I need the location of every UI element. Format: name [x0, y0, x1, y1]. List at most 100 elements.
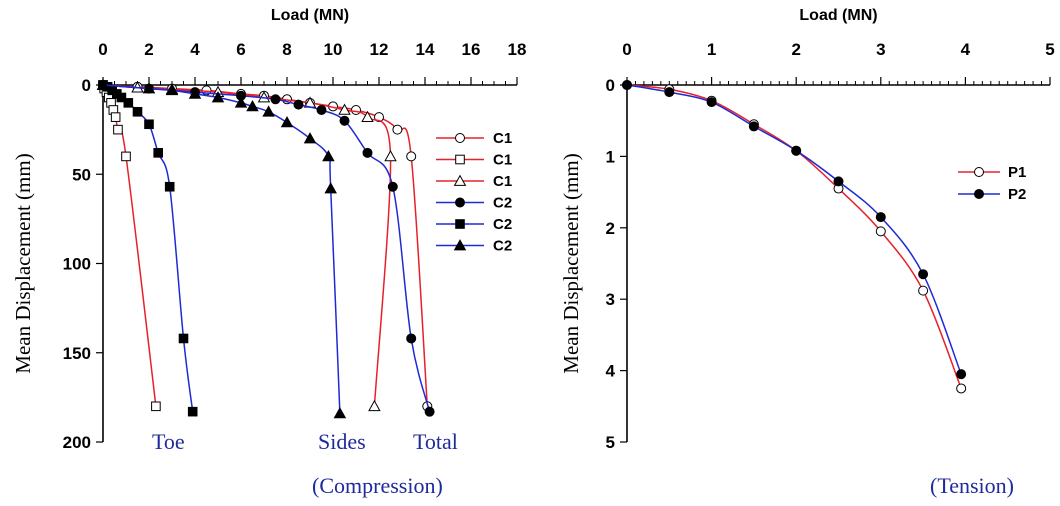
legend-entry: P2: [958, 186, 1026, 203]
legend-entry: P1: [958, 164, 1026, 181]
data-point: [178, 333, 189, 344]
x-tick-label: 0: [98, 40, 107, 59]
y-tick-label: 0: [82, 76, 91, 95]
data-point: [116, 92, 127, 103]
data-point: [622, 80, 632, 90]
data-point: [165, 83, 179, 96]
data-point: [142, 82, 156, 94]
x-tick-label: 0: [622, 40, 631, 59]
series-line: [102, 84, 341, 414]
data-point: [664, 87, 675, 98]
data-point: [123, 98, 134, 108]
x-tick-label: 12: [370, 40, 389, 59]
x-tick-label: 1: [707, 40, 716, 59]
series-line: [626, 84, 962, 375]
data-point: [748, 121, 759, 132]
y-tick-label: 50: [72, 165, 91, 184]
legend-marker: [455, 219, 465, 229]
x-axis-title: Load (MN): [799, 7, 877, 24]
series-c2-circle-filled: [98, 80, 435, 417]
data-point: [188, 87, 202, 99]
x-tick-label: 4: [190, 40, 200, 59]
x-tick-label: 10: [324, 40, 343, 59]
series-line: [102, 84, 392, 407]
legend-marker: [453, 239, 467, 251]
data-point: [187, 406, 198, 417]
legend-entry: C2: [436, 195, 512, 212]
legend-marker: [974, 189, 984, 199]
data-point: [322, 149, 335, 162]
data-point: [387, 181, 398, 192]
x-tick-label: 2: [791, 40, 800, 59]
chart-left: 0 2 4 6 8 10 12 14 16 18 0 50 100 150 200 Load (MN) Mean…: [11, 7, 526, 498]
y-tick-label: 2: [606, 219, 615, 238]
series-c2-triangle-filled: [96, 78, 347, 419]
data-point: [392, 124, 403, 135]
y-tick-label: 150: [63, 344, 91, 363]
data-point: [875, 226, 886, 237]
legend-entry: C1: [436, 152, 512, 169]
data-point: [316, 104, 327, 115]
data-point: [339, 115, 350, 126]
data-point: [918, 269, 929, 280]
data-point: [262, 105, 275, 117]
data-point: [956, 383, 967, 394]
x-tick-label: 8: [282, 40, 291, 59]
data-point: [211, 91, 225, 103]
x-tick-label: 6: [236, 40, 245, 59]
data-point: [96, 78, 110, 90]
data-point: [956, 369, 967, 380]
x-tick-label: 14: [416, 40, 435, 59]
data-point: [833, 176, 844, 187]
data-point: [246, 99, 259, 112]
y-tick-label: 0: [606, 76, 615, 95]
legend-label: C2: [493, 195, 512, 212]
series-p2-circle-filled: [622, 80, 967, 380]
data-point: [362, 147, 373, 158]
legend-label: C1: [493, 173, 512, 190]
data-point: [791, 145, 802, 156]
legend-marker: [453, 174, 467, 186]
data-point: [110, 112, 121, 122]
data-point: [153, 148, 163, 158]
data-point: [406, 151, 417, 162]
annotation-label: Sides: [318, 429, 366, 454]
data-point: [113, 124, 123, 135]
chart-right: 0 1 2 3 4 5 0 1 2 3 4 5 Load (MN) Mean Displacement (…: [559, 7, 1055, 498]
x-tick-label: 4: [961, 40, 971, 59]
legend-entry: C1: [436, 173, 512, 190]
legend-label: C1: [493, 130, 512, 147]
legend-marker: [455, 197, 465, 208]
x-tick-label: 2: [144, 40, 153, 59]
y-tick-label: 4: [606, 362, 616, 381]
series-line: [102, 84, 157, 407]
annotation-label: (Compression): [312, 473, 443, 498]
y-tick-label: 100: [63, 255, 91, 274]
legend-label: P2: [1008, 186, 1026, 203]
x-tick-label: 5: [1045, 40, 1054, 59]
y-tick-label: 3: [606, 290, 615, 309]
data-point: [406, 333, 417, 344]
data-point: [324, 182, 337, 194]
data-point: [875, 212, 886, 223]
data-point: [270, 94, 281, 105]
data-point: [303, 132, 317, 144]
annotation-label: Total: [413, 429, 458, 454]
y-tick-label: 1: [606, 147, 615, 166]
legend-label: C1: [493, 152, 512, 169]
annotation-label: (Tension): [930, 473, 1014, 498]
data-point: [144, 119, 154, 130]
legend-label: C2: [493, 216, 512, 233]
data-point: [368, 399, 381, 412]
series-p1-circle-open: [622, 80, 967, 394]
data-point: [164, 181, 175, 192]
series-c1-circle-open: [98, 80, 433, 412]
data-point: [706, 97, 717, 108]
legend-entry: C2: [436, 216, 512, 233]
y-tick-label: 200: [63, 433, 91, 452]
legend-entry: C1: [436, 130, 512, 147]
data-point: [361, 110, 374, 122]
data-point: [132, 106, 143, 117]
